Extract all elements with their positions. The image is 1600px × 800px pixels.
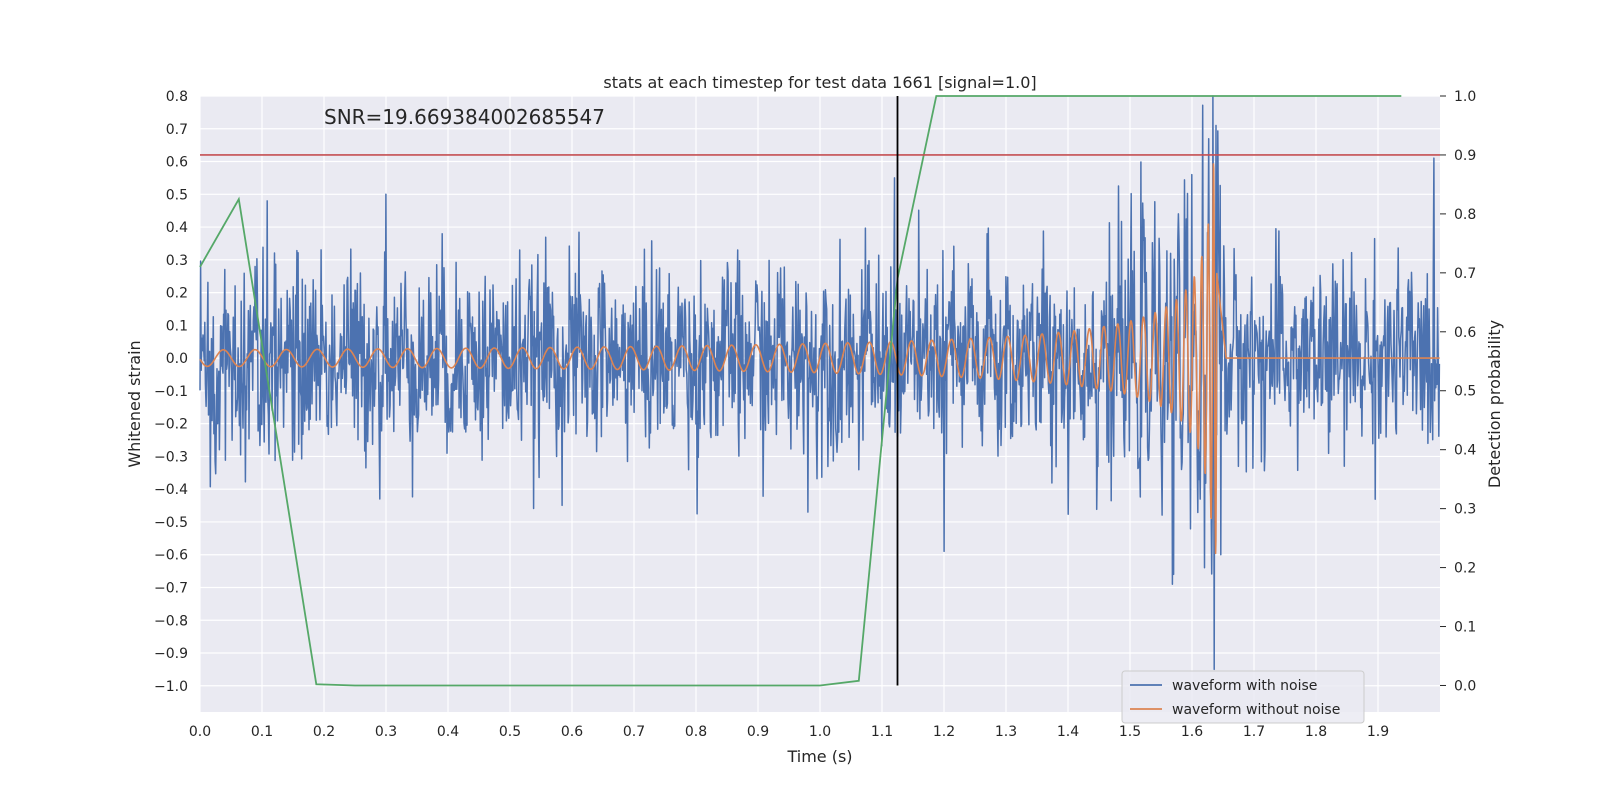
x-tick-label: 1.0 — [809, 724, 831, 740]
y-left-tick-label: −0.3 — [154, 449, 188, 465]
x-tick-label: 1.4 — [1057, 724, 1079, 740]
y-right-tick-label: 0.1 — [1454, 620, 1476, 636]
y-left-tick-label: 0.4 — [166, 220, 188, 236]
x-tick-label: 0.8 — [685, 724, 707, 740]
y-right-tick-label: 0.9 — [1454, 148, 1476, 164]
y-right-tick-label: 0.5 — [1454, 384, 1476, 400]
x-tick-label: 1.1 — [871, 724, 893, 740]
x-tick-label: 0.1 — [251, 724, 273, 740]
y-left-tick-label: −0.1 — [154, 384, 188, 400]
legend: waveform with noise waveform without noi… — [1121, 670, 1365, 724]
x-tick-label: 0.2 — [313, 724, 335, 740]
y-right-tick-labels: 1.0 0.9 0.8 0.7 0.6 0.5 0.4 0.3 0.2 0.1 0.0 — [1440, 89, 1476, 694]
x-tick-label: 0.6 — [561, 724, 583, 740]
y-right-tick-label: 0.6 — [1454, 325, 1476, 341]
x-tick-label: 0.7 — [623, 724, 645, 740]
legend-label-noise: waveform with noise — [1172, 678, 1317, 694]
x-tick-label: 1.6 — [1181, 724, 1203, 740]
y-left-tick-label: 0.3 — [166, 253, 188, 269]
legend-label-clean: waveform without noise — [1172, 702, 1340, 718]
x-tick-labels: 0.0 0.1 0.2 0.3 0.4 0.5 0.6 0.7 0.8 0.9 1.0 1.1 1.2 1… — [189, 724, 1389, 740]
y-right-tick-label: 0.2 — [1454, 561, 1476, 577]
x-tick-label: 1.7 — [1243, 724, 1265, 740]
x-tick-label: 1.9 — [1367, 724, 1389, 740]
y-right-tick-label: 0.7 — [1454, 266, 1476, 282]
chart-title: stats at each timestep for test data 166… — [603, 73, 1036, 92]
y-left-tick-label: 0.5 — [166, 187, 188, 203]
x-tick-label: 0.9 — [747, 724, 769, 740]
line-detection-probability — [199, 95, 1402, 687]
reference-lines — [200, 96, 1440, 686]
series-detection-probability — [199, 95, 1402, 687]
series-waveform-without-noise — [199, 163, 1441, 555]
y-left-tick-label: −0.2 — [154, 417, 188, 433]
y-left-tick-label: −0.6 — [154, 548, 188, 564]
y-left-tick-label: 0.2 — [166, 286, 188, 302]
y-right-tick-label: 0.0 — [1454, 678, 1476, 694]
x-tick-label: 1.8 — [1305, 724, 1327, 740]
y-left-tick-label: −0.9 — [154, 646, 188, 662]
y-left-tick-label: 0.7 — [166, 122, 188, 138]
y-right-tick-label: 1.0 — [1454, 89, 1476, 105]
x-tick-label: 0.4 — [437, 724, 459, 740]
x-tick-label: 0.5 — [499, 724, 521, 740]
y-left-tick-label: 0.0 — [166, 351, 188, 367]
y-left-tick-label: 0.8 — [166, 89, 188, 105]
y-left-tick-label: 0.6 — [166, 155, 188, 171]
y-left-tick-label: −1.0 — [154, 679, 188, 695]
y-right-tick-label: 0.4 — [1454, 443, 1476, 459]
x-tick-label: 1.3 — [995, 724, 1017, 740]
y-axis-left-label: Whitened strain — [125, 340, 144, 467]
y-left-tick-label: −0.8 — [154, 613, 188, 629]
legend-box — [1121, 670, 1365, 724]
x-tick-label: 0.3 — [375, 724, 397, 740]
y-left-tick-label: 0.1 — [166, 318, 188, 334]
x-tick-label: 1.2 — [933, 724, 955, 740]
y-left-tick-label: −0.7 — [154, 580, 188, 596]
y-right-tick-label: 0.3 — [1454, 502, 1476, 518]
y-left-tick-label: −0.5 — [154, 515, 188, 531]
snr-annotation: SNR=19.669384002685547 — [324, 105, 605, 129]
y-left-tick-labels: 0.8 0.7 0.6 0.5 0.4 0.3 0.2 0.1 0.0 −0.1 −0.2 −0.3 −… — [154, 89, 188, 695]
y-right-tick-label: 0.8 — [1454, 207, 1476, 223]
x-axis-label: Time (s) — [786, 747, 852, 766]
x-tick-label: 0.0 — [189, 724, 211, 740]
y-axis-right-label: Detection probability — [1485, 320, 1504, 488]
line-waveform-without-noise — [199, 163, 1441, 555]
x-tick-label: 1.5 — [1119, 724, 1141, 740]
y-left-tick-label: −0.4 — [154, 482, 188, 498]
